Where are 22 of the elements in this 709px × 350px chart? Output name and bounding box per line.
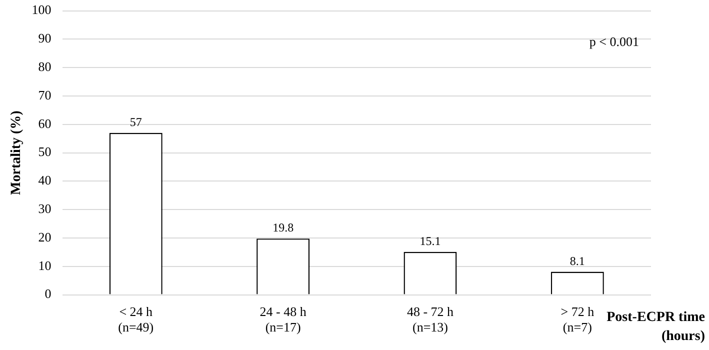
y-axis-title: Mortality (%) [9, 110, 24, 195]
y-tick-label: 100 [32, 2, 52, 18]
data-label: 15.1 [420, 234, 441, 248]
x-tick-label: 24 - 48 h (n=17) [260, 304, 307, 335]
annotation: p < 0.001 [589, 34, 639, 50]
y-tick-label: 70 [38, 87, 52, 102]
y-tick-label: 10 [38, 258, 52, 273]
y-tick-label: 0 [44, 286, 52, 302]
data-label: 8.1 [570, 254, 585, 268]
y-tick-label: 30 [38, 201, 52, 216]
y-tick-label: 80 [38, 59, 52, 74]
x-tick-label: < 24 h (n=49) [118, 304, 154, 335]
x-tick-label: > 72 h (n=7) [560, 304, 595, 335]
y-tick-label: 60 [38, 116, 52, 131]
x-axis-title: Post-ECPR time (hours) [606, 309, 705, 346]
data-label: 57 [130, 115, 142, 130]
y-tick-label: 20 [38, 229, 52, 244]
y-tick-label: 40 [38, 172, 52, 188]
data-label: 19.8 [272, 220, 294, 235]
y-tick-label: 90 [38, 30, 52, 46]
y-tick-label: 50 [38, 144, 52, 160]
x-tick-label: 48 - 72 h (n=13) [406, 304, 454, 335]
